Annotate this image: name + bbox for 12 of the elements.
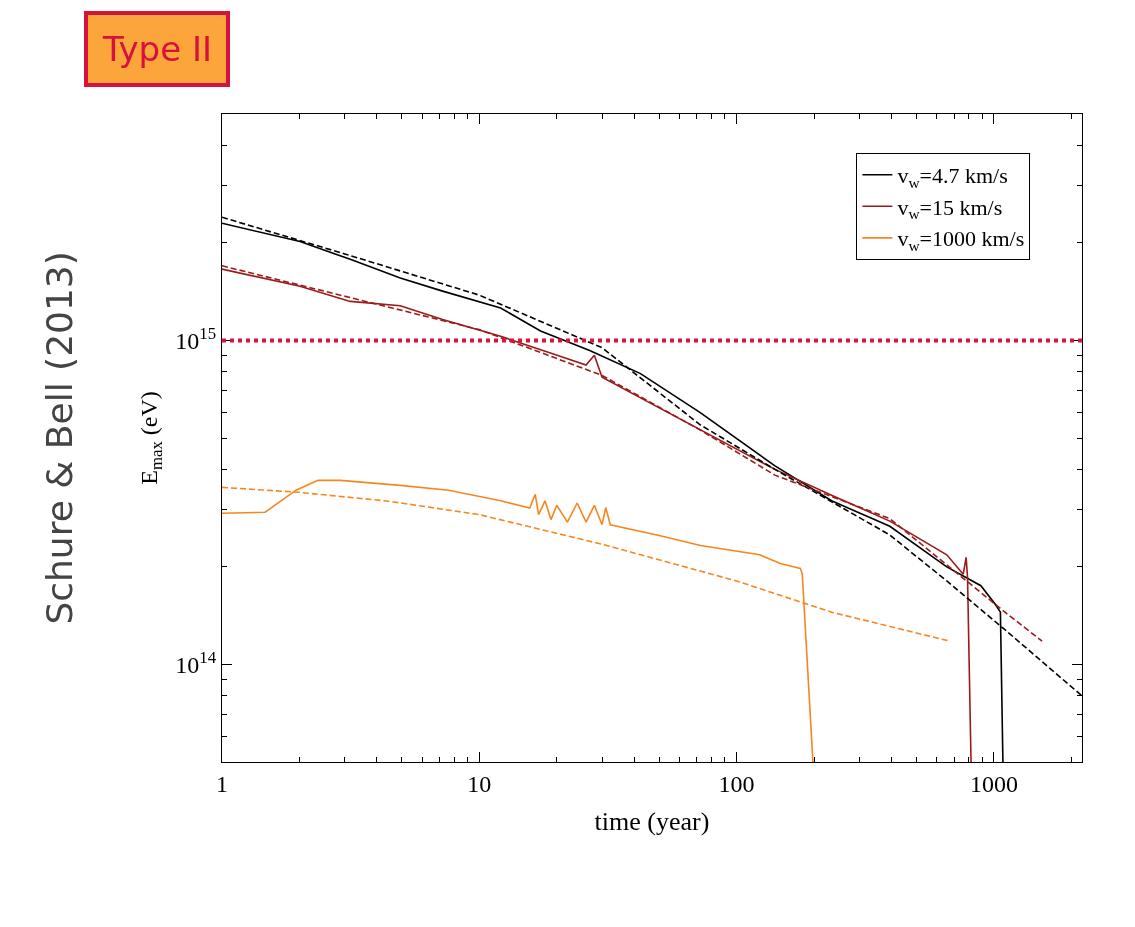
x-tick-label: 10 xyxy=(467,770,492,797)
x-tick-label: 1000 xyxy=(969,770,1018,797)
x-tick-label: 1 xyxy=(216,770,228,797)
legend-label: v$_{w}$=4.7 km/s xyxy=(897,163,1008,191)
y-tick-label: 10$^{14}$ xyxy=(175,647,217,678)
text: Schure & Bell (2013) xyxy=(38,251,80,625)
legend-label: v$_{w}$=15 km/s xyxy=(897,194,1003,223)
y-tick-label: 10$^{15}$ xyxy=(175,323,217,354)
x-tick-label: 100 xyxy=(718,770,755,797)
x-axis-title: time (year) xyxy=(594,806,710,836)
legend-label: v$_{w}$=1000 km/s xyxy=(897,226,1025,255)
text: Type II xyxy=(102,29,212,69)
